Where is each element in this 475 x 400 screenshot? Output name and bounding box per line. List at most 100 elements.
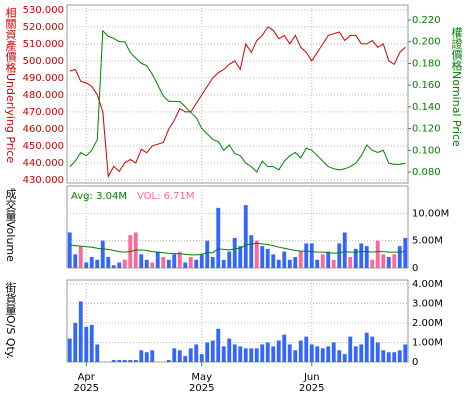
bar	[238, 246, 243, 268]
bar	[392, 352, 397, 362]
bar	[326, 251, 331, 268]
bar	[348, 336, 353, 362]
bar	[199, 254, 204, 268]
bar	[84, 262, 89, 268]
bar	[150, 262, 155, 268]
bar	[144, 259, 149, 268]
bar	[326, 346, 331, 362]
bar	[238, 346, 243, 362]
bar	[78, 246, 83, 268]
y-tick-label: 3.00M	[412, 298, 443, 309]
bar	[353, 346, 358, 362]
bar	[271, 346, 276, 362]
bar	[386, 352, 391, 362]
bar	[111, 265, 116, 268]
x-tick-label: Apr 2025	[73, 372, 99, 394]
legend-entry: VOL: 6.71M	[137, 191, 195, 202]
bar	[293, 257, 298, 268]
bar	[172, 348, 177, 362]
y-tick-label: 480.000	[23, 90, 64, 101]
bar	[249, 235, 254, 268]
bar	[304, 243, 309, 268]
bar	[254, 348, 259, 362]
line	[69, 26, 406, 179]
bar	[304, 336, 309, 362]
bar	[348, 257, 353, 268]
bar	[183, 356, 188, 362]
bar	[293, 350, 298, 362]
bar	[381, 350, 386, 362]
bar	[353, 248, 358, 268]
bar	[67, 338, 72, 362]
bar	[199, 354, 204, 362]
bar	[298, 251, 303, 268]
y-axis-title: 相關資產價格Underlying Price	[4, 7, 17, 164]
line	[69, 242, 406, 256]
bar	[161, 257, 166, 268]
bar	[117, 262, 122, 268]
y-tick-label: 0.180	[412, 58, 441, 69]
y-tick-label: 0	[412, 357, 418, 368]
panel-frame	[66, 279, 409, 363]
bar	[287, 259, 292, 268]
bar	[337, 243, 342, 268]
bar	[221, 346, 226, 362]
y-tick-label: 0.220	[412, 15, 441, 26]
bar	[359, 243, 364, 268]
bar	[298, 340, 303, 362]
bar	[221, 259, 226, 268]
bar	[117, 360, 122, 362]
bar	[282, 251, 287, 268]
legend-entry: Avg: 3.04M	[71, 191, 127, 202]
bar	[177, 251, 182, 268]
bar	[232, 344, 237, 362]
bar	[111, 360, 116, 362]
bar	[243, 205, 248, 268]
bar	[89, 324, 94, 362]
x-tick-label: May 2025	[189, 372, 215, 394]
bar	[73, 322, 78, 362]
bar	[139, 254, 144, 268]
y2-axis-title: 權證價格Nominal Price	[450, 27, 463, 147]
bar	[194, 259, 199, 268]
bar	[342, 232, 347, 268]
y-tick-label: 2.00M	[412, 318, 443, 329]
panel-frame	[66, 185, 409, 269]
y-tick-label: 460.000	[23, 124, 64, 135]
bar	[337, 350, 342, 362]
y-tick-label: 510.000	[23, 39, 64, 50]
bar	[397, 246, 402, 268]
y-tick-label: 0	[412, 263, 418, 274]
bar	[122, 360, 127, 362]
bar	[381, 254, 386, 268]
bar	[364, 246, 369, 268]
y-tick-label: 470.000	[23, 107, 64, 118]
y-tick-label: 490.000	[23, 73, 64, 84]
bar	[155, 251, 160, 268]
bar	[128, 360, 133, 362]
bar	[106, 257, 111, 268]
bar	[342, 354, 347, 362]
panel-frame	[66, 4, 409, 184]
bar	[331, 342, 336, 362]
y-tick-label: 0.120	[412, 124, 441, 135]
bar	[89, 257, 94, 268]
y-tick-label: 450.000	[23, 141, 64, 152]
bar	[84, 326, 89, 362]
bar	[95, 344, 100, 362]
bar	[172, 254, 177, 268]
bar	[227, 251, 232, 268]
bar	[254, 240, 259, 268]
bar	[397, 350, 402, 362]
bar	[370, 259, 375, 268]
bar	[133, 360, 138, 362]
y-tick-label: 4.00M	[412, 279, 443, 290]
bar	[150, 350, 155, 362]
y-tick-label: 10.00M	[412, 208, 449, 219]
bar	[78, 301, 83, 362]
bar	[139, 350, 144, 362]
bar	[100, 240, 105, 268]
y-tick-label: 500.000	[23, 56, 64, 67]
